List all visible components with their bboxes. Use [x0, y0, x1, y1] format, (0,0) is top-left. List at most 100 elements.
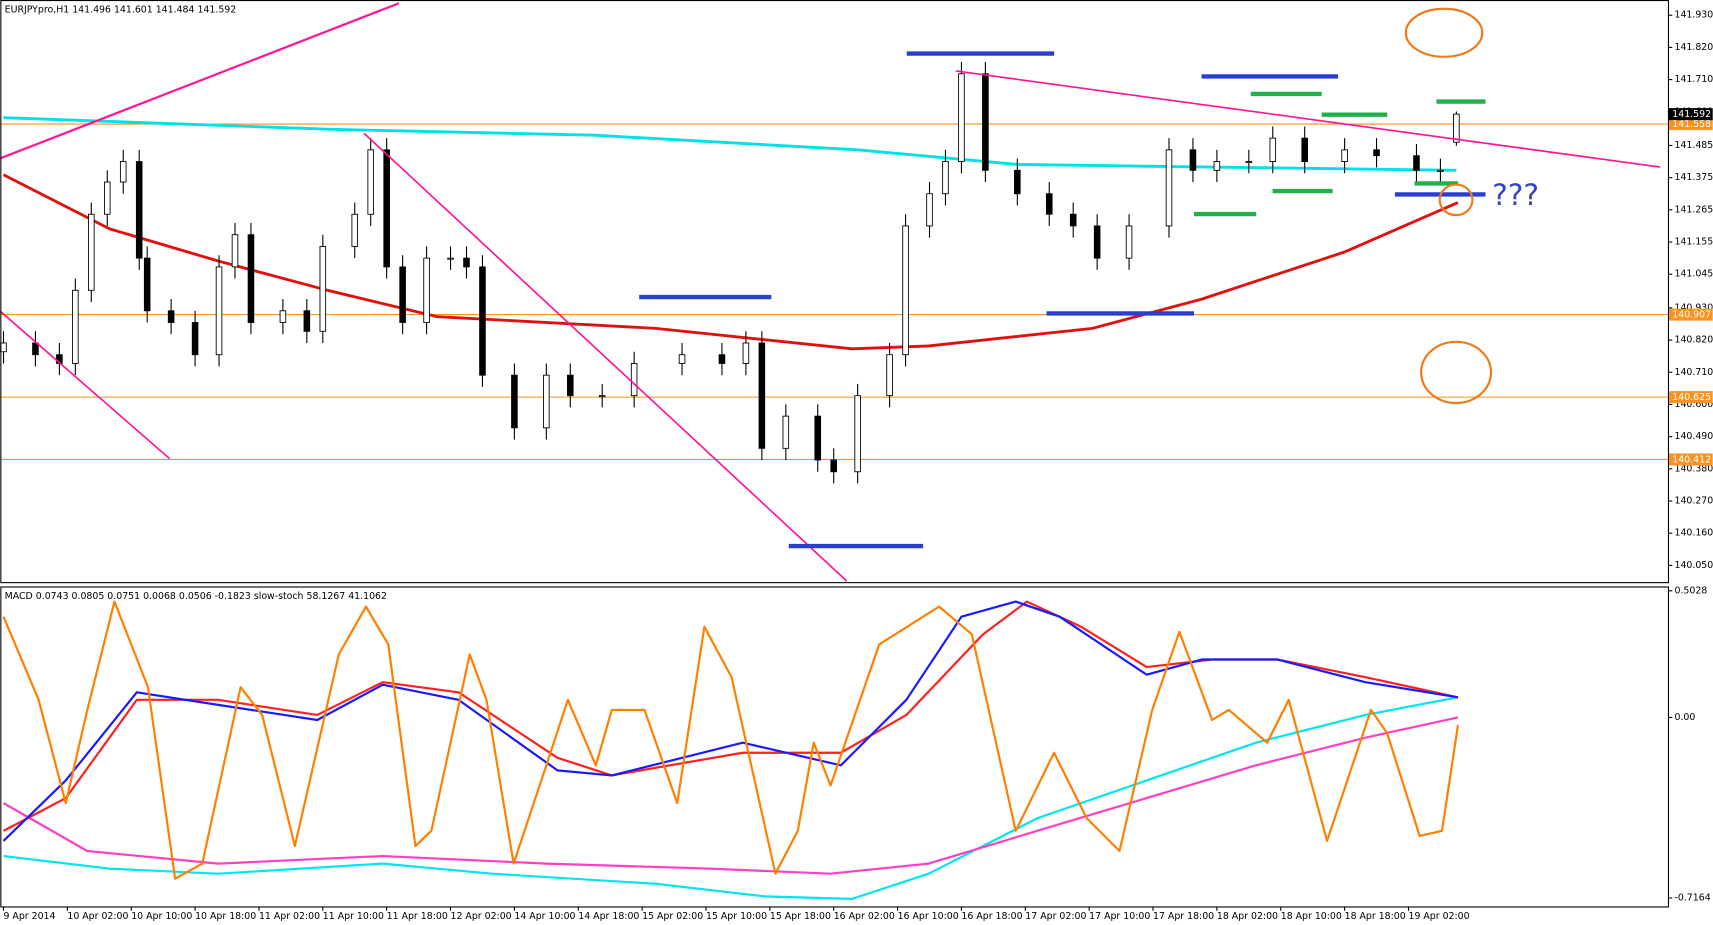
candle-body	[423, 257, 430, 323]
level-label: 140.412	[1672, 455, 1711, 466]
y-tick-label: 140.160	[1674, 528, 1713, 539]
candle-body	[1437, 169, 1444, 172]
candle-body	[982, 73, 989, 171]
candle-body	[1213, 161, 1221, 171]
series-line	[2, 716, 1459, 875]
candle-body	[143, 257, 151, 312]
candle-body	[351, 213, 359, 247]
candle-body	[1245, 161, 1253, 164]
current-price-label: 141.592	[1672, 109, 1711, 120]
candle-body	[72, 289, 79, 364]
candle-body	[782, 415, 790, 449]
candle-body	[447, 257, 454, 260]
highlight-circle	[1404, 7, 1484, 58]
level-label: 140.907	[1672, 310, 1711, 321]
candle-body	[279, 310, 287, 323]
candle-body	[886, 354, 893, 397]
axis-labels: 141.930141.820141.710141.600141.485141.3…	[2, 4, 1713, 922]
candle-body	[247, 234, 255, 323]
highlight-circle	[1420, 340, 1493, 405]
x-tick-label: 17 Apr 02:00	[1025, 911, 1086, 922]
candle-body	[942, 161, 949, 195]
y-tick-label: 141.045	[1674, 269, 1713, 280]
trend-line	[0, 310, 171, 460]
candle-body	[399, 266, 406, 323]
indicator-line	[3, 116, 1457, 172]
y-tick-label: 141.820	[1674, 42, 1713, 53]
candle-body	[567, 374, 574, 397]
x-tick-label: 17 Apr 18:00	[1153, 911, 1214, 922]
trend-line	[363, 132, 848, 582]
x-tick-label: 15 Apr 18:00	[770, 911, 831, 922]
series-line	[3, 696, 1459, 900]
candle-body	[479, 266, 486, 376]
current-price-box	[1669, 108, 1713, 121]
level-label-box	[1669, 453, 1713, 466]
candle-body	[1093, 225, 1101, 259]
candle-body	[119, 161, 127, 183]
y-tick-label: 140.710	[1674, 367, 1713, 378]
x-tick-label: 10 Apr 10:00	[131, 911, 192, 922]
x-tick-label: 16 Apr 18:00	[961, 911, 1022, 922]
candle-body	[1453, 113, 1460, 143]
y-tick-label: 140.930	[1674, 302, 1713, 313]
candle-body	[135, 161, 143, 259]
y-tick-label: 140.490	[1674, 431, 1713, 442]
level-label: 140.625	[1672, 392, 1711, 403]
candle-body	[926, 193, 933, 227]
highlight-circle	[1438, 183, 1474, 217]
x-tick-label: 9 Apr 2014	[3, 911, 55, 922]
y-tick-label: 141.485	[1674, 140, 1713, 151]
candle-body	[0, 342, 7, 353]
candle-body	[367, 149, 374, 215]
level-label-box	[1669, 391, 1713, 404]
candle-body	[1269, 137, 1277, 162]
y-tick-label: 0.5028	[1674, 585, 1707, 596]
candle-body	[1069, 213, 1077, 227]
main-panel-frame	[0, 0, 1670, 584]
candle-body	[1301, 137, 1308, 162]
indicator-line	[2, 173, 1459, 351]
candle-body	[902, 225, 909, 356]
candle-body	[215, 266, 223, 356]
candle-body	[742, 342, 750, 364]
x-tick-label: 10 Apr 18:00	[195, 911, 256, 922]
candle-body	[1189, 149, 1197, 171]
candle-body	[511, 374, 518, 429]
candle-body	[1165, 149, 1173, 227]
panel-title: MACD 0.0743 0.0805 0.0751 0.0068 0.0506 …	[5, 591, 387, 602]
x-tick-label: 18 Apr 18:00	[1345, 911, 1406, 922]
candle-body	[103, 181, 111, 215]
candle-body	[231, 234, 239, 268]
candle-body	[718, 354, 726, 364]
trend-line	[0, 2, 400, 160]
candle-body	[854, 395, 861, 473]
level-label-box	[1669, 118, 1713, 131]
x-tick-label: 18 Apr 10:00	[1281, 911, 1342, 922]
macd-panel-frame	[0, 586, 1670, 908]
y-tick-label: 141.155	[1674, 237, 1713, 248]
y-tick-label: 141.375	[1674, 172, 1713, 183]
panel-title: EURJPYpro,H1 141.496 141.601 141.484 141…	[5, 4, 237, 15]
trend-line	[955, 70, 1661, 168]
x-tick-label: 11 Apr 10:00	[323, 911, 384, 922]
y-tick-label: 140.820	[1674, 335, 1713, 346]
level-label: 141.558	[1672, 119, 1711, 130]
candle-body	[1373, 149, 1380, 157]
x-tick-label: 17 Apr 10:00	[1089, 911, 1150, 922]
candle-body	[463, 257, 470, 268]
series-line	[2, 600, 1460, 880]
y-tick-label: -0.7164	[1674, 892, 1710, 903]
candle-body	[630, 363, 638, 397]
y-tick-label: 141.265	[1674, 204, 1713, 215]
candle-body	[678, 354, 686, 364]
x-tick-label: 11 Apr 18:00	[387, 911, 448, 922]
candle-body	[758, 342, 766, 449]
annotation: ???	[1492, 178, 1539, 212]
y-tick-label: 140.600	[1674, 399, 1713, 410]
candle-body	[598, 395, 606, 398]
x-tick-label: 14 Apr 18:00	[578, 911, 639, 922]
x-tick-label: 14 Apr 10:00	[514, 911, 575, 922]
candle-body	[1014, 169, 1021, 195]
